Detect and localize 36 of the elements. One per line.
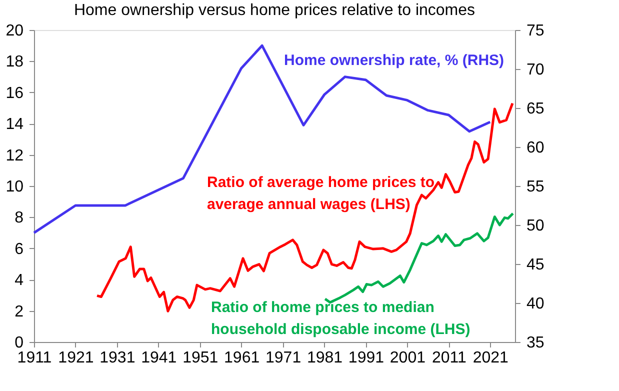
x-tick-label: 1961 bbox=[224, 350, 260, 366]
series-label: Ratio of home prices to median household disposable income (LHS) bbox=[211, 299, 470, 338]
y-tick-label: 12 bbox=[6, 147, 24, 164]
y-tick-label: 0 bbox=[14, 334, 24, 352]
x-tick-label: 1991 bbox=[348, 350, 384, 366]
y2-tick-label: 35 bbox=[526, 334, 544, 352]
x-tick-label: 1951 bbox=[182, 350, 218, 366]
y2-tick-label: 45 bbox=[526, 256, 544, 274]
y-tick-label: 18 bbox=[6, 54, 24, 71]
x-tick-label: 1941 bbox=[141, 350, 177, 366]
y-tick-label: 8 bbox=[14, 210, 24, 227]
x-tick-label: 2001 bbox=[390, 350, 426, 366]
y-tick-label: 4 bbox=[14, 272, 24, 290]
y2-tick-label: 60 bbox=[526, 140, 544, 156]
series-label: Home ownership rate, % (RHS) bbox=[284, 52, 504, 69]
x-tick-label: 1971 bbox=[265, 350, 302, 366]
y-tick-label: 6 bbox=[14, 240, 24, 258]
x-tick-label: 1931 bbox=[100, 350, 136, 366]
y2-tick-label: 75 bbox=[526, 22, 544, 40]
y-tick-label: 14 bbox=[6, 116, 24, 134]
y-tick-label: 10 bbox=[6, 178, 24, 196]
y-tick-label: 20 bbox=[6, 22, 24, 40]
y2-tick-label: 70 bbox=[526, 62, 544, 78]
x-tick-label: 1911 bbox=[17, 350, 52, 366]
y2-tick-label: 65 bbox=[526, 100, 544, 118]
x-tick-label: 1921 bbox=[58, 350, 94, 366]
y2-tick-label: 40 bbox=[526, 296, 544, 312]
y-tick-label: 16 bbox=[6, 84, 24, 102]
x-tick-label: 2011 bbox=[432, 350, 466, 366]
y2-tick-label: 55 bbox=[526, 178, 544, 196]
y-tick-label: 2 bbox=[14, 303, 24, 320]
x-tick-label: 1981 bbox=[306, 350, 343, 366]
chart-title: Home ownership versus home prices relative to incomes bbox=[74, 2, 476, 19]
series-label: Ratio of average home prices to average annual wages (LHS) bbox=[207, 174, 435, 213]
x-tick-label: 2021 bbox=[472, 350, 509, 366]
y2-tick-label: 50 bbox=[526, 218, 544, 234]
